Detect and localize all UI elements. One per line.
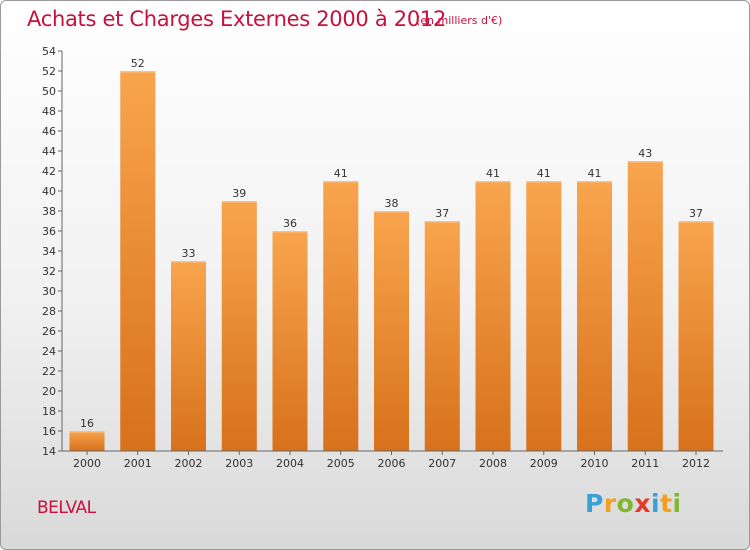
y-tick-label: 14 <box>42 445 56 458</box>
bar-2010 <box>577 181 612 451</box>
y-tick-label: 38 <box>42 205 56 218</box>
bar-2008 <box>475 181 511 451</box>
y-tick-label: 40 <box>42 185 56 198</box>
y-tick-label: 46 <box>42 125 56 138</box>
value-label: 41 <box>334 167 348 180</box>
logo-letter: x <box>634 489 651 518</box>
y-tick-label: 54 <box>42 45 56 58</box>
x-tick-label: 2000 <box>73 457 101 470</box>
x-tick-label: 2007 <box>428 457 456 470</box>
bar-highlight <box>627 161 663 163</box>
bar-highlight <box>475 181 511 183</box>
x-tick-label: 2002 <box>175 457 203 470</box>
bar-2005 <box>323 181 359 451</box>
y-tick-label: 36 <box>42 225 56 238</box>
x-tick-label: 2004 <box>276 457 304 470</box>
value-label: 33 <box>182 247 196 260</box>
bar-2011 <box>627 161 663 451</box>
bar-highlight <box>424 221 460 223</box>
bar-highlight <box>323 181 359 183</box>
y-tick-label: 24 <box>42 345 56 358</box>
y-tick-label: 48 <box>42 105 56 118</box>
proxiti-logo[interactable]: Proxiti <box>585 489 682 518</box>
logo-letter: r <box>603 489 617 518</box>
x-tick-label: 2008 <box>479 457 507 470</box>
y-tick-label: 32 <box>42 265 56 278</box>
y-tick-label: 18 <box>42 405 56 418</box>
x-tick-label: 2011 <box>631 457 659 470</box>
bar-2004 <box>272 231 308 451</box>
x-tick-label: 2006 <box>378 457 406 470</box>
value-label: 43 <box>638 147 652 160</box>
bar-2003 <box>221 201 257 451</box>
bar-highlight <box>120 71 156 73</box>
bar-2000 <box>69 431 105 451</box>
value-label: 39 <box>232 187 246 200</box>
y-tick-label: 34 <box>42 245 56 258</box>
bar-highlight <box>374 211 409 213</box>
bar-highlight <box>171 261 206 263</box>
value-label: 52 <box>131 57 145 70</box>
y-tick-label: 30 <box>42 285 56 298</box>
bar-highlight <box>526 181 562 183</box>
axes-layer: 14 16 18 20 22 24 26 28 30 32 34 36 38 40 42 44 46 48 50 52… <box>42 45 723 470</box>
x-tick-label: 2012 <box>682 457 710 470</box>
value-label: 16 <box>80 417 94 430</box>
value-label: 38 <box>385 197 399 210</box>
bar-highlight <box>678 221 714 223</box>
bar-2001 <box>120 71 156 451</box>
x-tick-label: 2003 <box>225 457 253 470</box>
bar-highlight <box>272 231 308 233</box>
logo-letter: i <box>672 489 682 518</box>
bars-layer <box>69 71 714 451</box>
y-tick-label: 20 <box>42 385 56 398</box>
value-label: 37 <box>689 207 703 220</box>
bar-2012 <box>678 221 714 451</box>
logo-letter: i <box>651 489 661 518</box>
logo-letter: t <box>660 489 673 518</box>
bar-highlight <box>221 201 257 203</box>
x-tick-label: 2005 <box>327 457 355 470</box>
chart-subtitle: (en milliers d'€) <box>416 14 503 27</box>
y-tick-label: 50 <box>42 85 56 98</box>
commune-name: BELVAL <box>37 498 96 518</box>
bar-2009 <box>526 181 562 451</box>
value-label: 41 <box>588 167 602 180</box>
bar-2007 <box>424 221 460 451</box>
y-tick-label: 42 <box>42 165 56 178</box>
logo-letter: P <box>585 489 604 518</box>
value-label: 37 <box>435 207 449 220</box>
logo-letter: o <box>616 489 635 518</box>
y-tick-label: 28 <box>42 305 56 318</box>
y-tick-label: 22 <box>42 365 56 378</box>
y-tick-label: 16 <box>42 425 56 438</box>
bar-highlight <box>69 431 105 433</box>
bar-highlight <box>577 181 612 183</box>
bar-2006 <box>374 211 409 451</box>
value-label: 41 <box>486 167 500 180</box>
bar-2002 <box>171 261 206 451</box>
x-tick-label: 2010 <box>581 457 609 470</box>
value-label: 36 <box>283 217 297 230</box>
value-label: 41 <box>537 167 551 180</box>
y-tick-label: 26 <box>42 325 56 338</box>
chart-title: Achats et Charges Externes 2000 à 2012 <box>27 7 447 31</box>
y-tick-label: 44 <box>42 145 56 158</box>
x-tick-label: 2009 <box>530 457 558 470</box>
x-tick-label: 2001 <box>124 457 152 470</box>
y-tick-label: 52 <box>42 65 56 78</box>
